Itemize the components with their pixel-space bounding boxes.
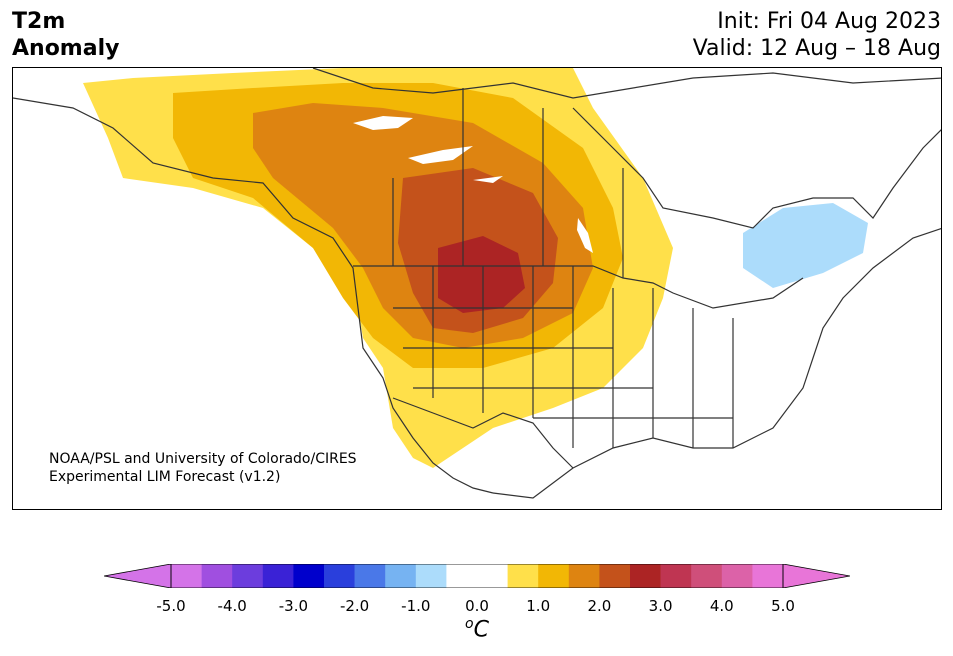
colorbar-cell [477,564,508,588]
credit-line-2: Experimental LIM Forecast (v1.2) [49,468,357,486]
colorbar-tick-label: -1.0 [401,597,430,615]
colorbar-cell [569,564,600,588]
credit-line-1: NOAA/PSL and University of Colorado/CIRE… [49,450,357,468]
colorbar-cell [293,564,324,588]
colorbar-cell [232,564,263,588]
colorbar [104,564,850,588]
colorbar-tick-label: 3.0 [649,597,673,615]
valid-range: Valid: 12 Aug – 18 Aug [693,35,941,62]
cold-anomaly [743,203,868,288]
colorbar-cell [691,564,722,588]
colorbar-cell [630,564,661,588]
colorbar-under-arrow [104,564,171,588]
colorbar-cell [202,564,233,588]
colorbar-cell [661,564,692,588]
colorbar-cell [263,564,294,588]
credit-text: NOAA/PSL and University of Colorado/CIRE… [49,450,357,486]
colorbar-cell [446,564,477,588]
colorbar-tick-label: -4.0 [218,597,247,615]
colorbar-cell [416,564,447,588]
colorbar-tick-label: -3.0 [279,597,308,615]
colorbar-over-arrow [783,564,850,588]
forecast-dates: Init: Fri 04 Aug 2023 Valid: 12 Aug – 18… [693,8,941,62]
colorbar-cell [171,564,202,588]
anomaly-map [12,67,942,510]
colorbar-cell [324,564,355,588]
colorbar-cell [355,564,386,588]
colorbar-tick-label: 4.0 [710,597,734,615]
title-variable: T2m [12,8,119,35]
colorbar-cell [722,564,753,588]
colorbar-unit: oC [465,616,489,642]
colorbar-tick-label: 0.0 [465,597,489,615]
colorbar-tick-label: 1.0 [526,597,550,615]
colorbar-cell [599,564,630,588]
colorbar-cell [538,564,569,588]
colorbar-cell [508,564,539,588]
colorbar-tick-label: -5.0 [156,597,185,615]
colorbar-cell [752,564,783,588]
title-anomaly: Anomaly [12,35,119,62]
map-canvas [13,68,942,510]
colorbar-tick-label: 2.0 [587,597,611,615]
colorbar-cell [385,564,416,588]
init-date: Init: Fri 04 Aug 2023 [693,8,941,35]
colorbar-tick-label: 5.0 [771,597,795,615]
map-title: T2m Anomaly [12,8,119,62]
colorbar-tick-label: -2.0 [340,597,369,615]
